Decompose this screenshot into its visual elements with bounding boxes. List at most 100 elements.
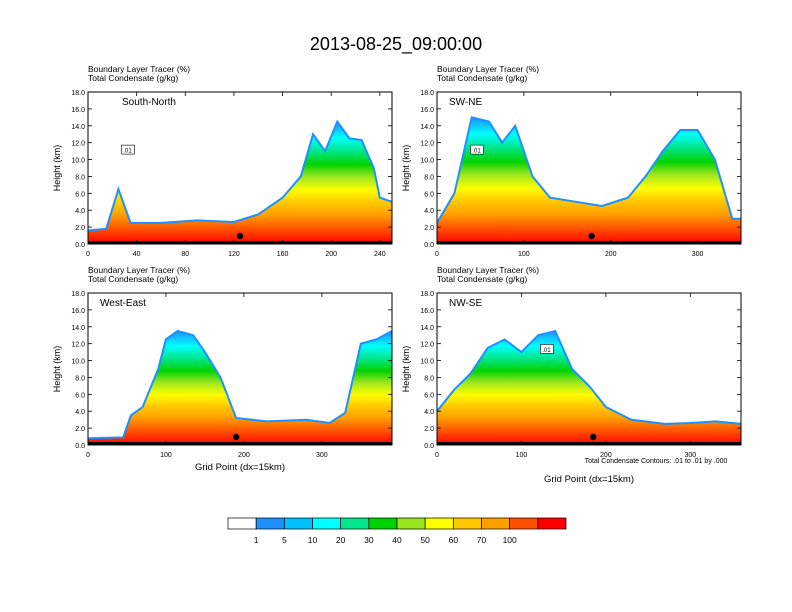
y-axis-label: Height (km) xyxy=(401,145,411,192)
x-tick-label: 0 xyxy=(86,251,90,258)
panel-title-line-1: Boundary Layer Tracer (%) xyxy=(88,64,190,74)
x-tick-label: 200 xyxy=(238,452,250,459)
x-tick-label: 200 xyxy=(600,452,612,459)
y-tick-label: 0.0 xyxy=(424,242,434,249)
colorbar-swatch xyxy=(481,517,511,530)
tracer-area xyxy=(437,331,741,445)
panel-title-line-2: Total Condensate (g/kg) xyxy=(88,274,178,284)
panel-title-line-2: Total Condensate (g/kg) xyxy=(88,73,178,83)
colorbar-swatch xyxy=(368,517,398,530)
tracer-field xyxy=(88,329,392,445)
y-tick-label: 18.0 xyxy=(420,291,434,298)
tracer-edge xyxy=(437,116,741,224)
colorbar-swatch xyxy=(537,517,567,530)
y-tick-label: 4.0 xyxy=(424,409,434,416)
panel-title-line-1: Boundary Layer Tracer (%) xyxy=(437,64,539,74)
x-tick-label: 80 xyxy=(181,251,189,258)
colorbar-label: 30 xyxy=(364,535,374,545)
terrain-base xyxy=(437,442,741,445)
contour-label-box xyxy=(470,144,484,155)
x-tick-label: 300 xyxy=(316,452,328,459)
y-tick-label: 8.0 xyxy=(75,375,85,382)
colorbar-label: 60 xyxy=(449,535,459,545)
y-tick-label: 4.0 xyxy=(75,409,85,416)
y-tick-label: 6.0 xyxy=(424,392,434,399)
panel-title-line-2: Total Condensate (g/kg) xyxy=(437,73,527,83)
terrain-base xyxy=(437,241,741,244)
y-tick-label: 0.0 xyxy=(424,443,434,450)
panel-name: SW-NE xyxy=(449,97,482,108)
location-marker xyxy=(236,232,244,240)
colorbar-swatch xyxy=(227,517,257,530)
x-axis-label: Grid Point (dx=15km) xyxy=(544,474,634,485)
colorbar-swatch xyxy=(424,517,454,530)
y-axis-label: Height (km) xyxy=(401,346,411,393)
tracer-area xyxy=(88,331,392,445)
tracer-edge xyxy=(88,119,392,232)
x-tick-label: 200 xyxy=(605,251,617,258)
y-tick-label: 16.0 xyxy=(71,107,85,114)
y-tick-label: 12.0 xyxy=(420,141,434,148)
panel-name: West-East xyxy=(100,298,146,309)
y-tick-label: 16.0 xyxy=(71,308,85,315)
plot-frame xyxy=(436,292,742,446)
panel-nw-se: Boundary Layer Tracer (%) Total Condensat… xyxy=(401,265,742,485)
colorbar-swatch xyxy=(452,517,482,530)
x-tick-label: 100 xyxy=(516,452,528,459)
y-tick-label: 2.0 xyxy=(75,225,85,232)
y-tick-label: 12.0 xyxy=(420,342,434,349)
y-tick-label: 4.0 xyxy=(424,208,434,215)
plot-frame xyxy=(87,91,393,245)
y-tick-label: 14.0 xyxy=(420,325,434,332)
colorbar-swatch xyxy=(509,517,539,530)
colorbar-label: 40 xyxy=(392,535,402,545)
colorbar-label: 5 xyxy=(282,535,287,545)
colorbar-label: 20 xyxy=(336,535,346,545)
x-tick-label: 160 xyxy=(277,251,289,258)
y-tick-label: 16.0 xyxy=(420,107,434,114)
x-tick-label: 0 xyxy=(435,452,439,459)
tracer-field xyxy=(437,329,741,445)
colorbar-swatch xyxy=(255,517,285,530)
y-axis-label: Height (km) xyxy=(52,346,62,393)
x-axis-label: Grid Point (dx=15km) xyxy=(195,462,285,473)
x-tick-label: 300 xyxy=(684,452,696,459)
panel-name: NW-SE xyxy=(449,298,482,309)
x-tick-label: 300 xyxy=(692,251,704,258)
y-tick-label: 0.0 xyxy=(75,443,85,450)
x-tick-label: 200 xyxy=(325,251,337,258)
x-tick-label: 0 xyxy=(86,452,90,459)
tracer-edge xyxy=(437,329,741,425)
x-tick-label: 40 xyxy=(133,251,141,258)
y-tick-label: 18.0 xyxy=(71,291,85,298)
colorbar-label: 100 xyxy=(503,535,517,545)
panel-west-east: Boundary Layer Tracer (%)Total Condensat… xyxy=(52,265,393,473)
panel-title-line-1: Boundary Layer Tracer (%) xyxy=(437,265,539,275)
y-tick-label: 14.0 xyxy=(71,325,85,332)
location-marker xyxy=(588,232,595,240)
colorbar-label: 10 xyxy=(308,535,318,545)
y-tick-label: 12.0 xyxy=(71,342,85,349)
y-tick-label: 18.0 xyxy=(420,90,434,97)
y-tick-label: 8.0 xyxy=(424,375,434,382)
colorbar-swatch xyxy=(396,517,426,530)
panel-sw-ne: Boundary Layer Tracer (%)Total Condensat… xyxy=(401,64,742,258)
x-tick-label: 240 xyxy=(374,251,386,258)
plot-frame xyxy=(436,91,742,245)
y-tick-label: 8.0 xyxy=(75,174,85,181)
y-tick-label: 10.0 xyxy=(71,158,85,165)
location-marker xyxy=(232,433,240,441)
colorbar: 1 5 10 20 30 40 50 60 70 100 xyxy=(227,517,567,545)
x-tick-label: 100 xyxy=(160,452,172,459)
contour-note: Total Condensate Contours: .01 to .01 by… xyxy=(585,458,728,465)
y-tick-label: 14.0 xyxy=(71,124,85,131)
y-tick-label: 10.0 xyxy=(420,359,434,366)
colorbar-label: 70 xyxy=(477,535,487,545)
y-tick-label: 14.0 xyxy=(420,124,434,131)
y-tick-label: 4.0 xyxy=(75,208,85,215)
panels-group: Boundary Layer Tracer (%)Total Condensat… xyxy=(52,64,742,485)
y-tick-label: 2.0 xyxy=(75,426,85,433)
x-tick-label: 100 xyxy=(518,251,530,258)
y-tick-label: 6.0 xyxy=(424,191,434,198)
panel-name: South-North xyxy=(122,97,176,108)
